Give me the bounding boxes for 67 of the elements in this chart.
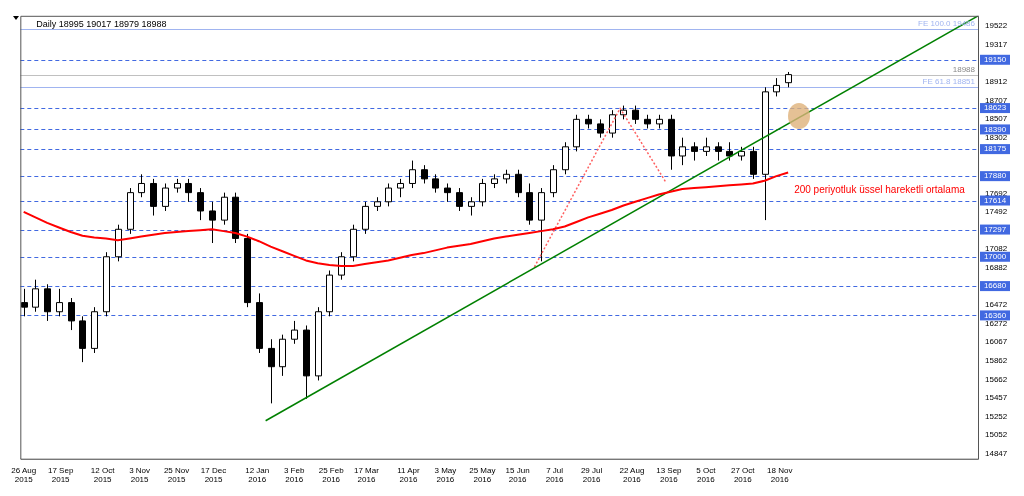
candlestick — [597, 118, 604, 139]
ref-line-label: 17614 — [983, 195, 1007, 205]
y-tick-label: 16882 — [985, 262, 1008, 272]
y-tick-label: 19522 — [985, 20, 1008, 30]
candlestick — [456, 187, 463, 212]
x-tick-label: 3 May 2016 — [434, 465, 457, 485]
x-tick-label: 26 Aug 2015 — [11, 465, 37, 485]
x-tick-label: 13 Sep 2016 — [656, 465, 683, 485]
ref-line-label: 19150 — [983, 54, 1007, 64]
x-tick-label: 25 Feb 2016 — [318, 465, 345, 485]
y-tick-label: 14847 — [985, 449, 1008, 459]
x-tick-label: 5 Oct 2016 — [696, 465, 717, 485]
candlestick — [703, 137, 710, 157]
ref-line-label: 18390 — [983, 124, 1007, 134]
x-tick-label: 29 Jul 2016 — [580, 465, 603, 485]
x-tick-label: 27 Oct 2016 — [730, 465, 756, 485]
x-tick-label: 3 Feb 2016 — [283, 465, 305, 485]
candlestick — [691, 141, 698, 162]
candlestick — [609, 109, 616, 139]
x-tick-label: 7 Jul 2016 — [545, 465, 565, 485]
y-tick-label: 17082 — [985, 244, 1008, 254]
y-tick-label: 16272 — [985, 318, 1008, 328]
y-tick-label: 15052 — [985, 430, 1008, 440]
candlestick — [32, 279, 39, 313]
ref-line-label: 18988 — [952, 64, 976, 74]
y-tick-label: 16067 — [985, 337, 1008, 347]
x-tick-label: 12 Oct 2015 — [90, 465, 116, 485]
ref-line-label: 17880 — [983, 171, 1007, 181]
y-tick-label: 17692 — [985, 188, 1008, 198]
x-tick-label: 3 Nov 2015 — [129, 465, 151, 485]
ref-line-label: 16680 — [983, 281, 1007, 291]
ref-line-label: 18175 — [983, 144, 1007, 154]
candlestick — [468, 196, 475, 217]
y-tick-label: 15457 — [985, 393, 1008, 403]
x-tick-label: 25 Nov 2015 — [163, 465, 190, 485]
ref-line-label: 18623 — [983, 103, 1007, 113]
x-tick-label: 15 Jun 2016 — [505, 465, 530, 485]
x-tick-label: 17 Mar 2016 — [353, 465, 380, 485]
y-tick-label: 18302 — [985, 132, 1008, 142]
candlestick — [338, 251, 345, 281]
chart-title: Daily 18995 19017 18979 18988 — [36, 18, 167, 29]
x-tick-label: 17 Sep 2015 — [47, 465, 74, 485]
y-tick-label: 19317 — [985, 39, 1008, 49]
y-tick-label: 15862 — [985, 356, 1008, 366]
x-tick-label: 17 Dec 2015 — [200, 465, 227, 485]
x-tick-label: 12 Jan 2016 — [245, 465, 270, 485]
x-tick-label: 18 Nov 2016 — [767, 465, 793, 485]
candlestick — [209, 201, 216, 244]
y-tick-label: 17492 — [985, 206, 1008, 216]
candlestick — [21, 288, 28, 317]
y-tick-label: 16472 — [985, 300, 1008, 310]
x-tick-label: 25 May 2016 — [469, 465, 496, 485]
series-label: 200 periyotluk üssel hareketli ortalama — [794, 184, 966, 196]
ref-line-label: 16360 — [983, 310, 1007, 320]
ref-line-label: 17000 — [983, 251, 1007, 261]
y-tick-label: 18912 — [985, 76, 1008, 86]
candlestick — [715, 141, 722, 162]
candlestick — [409, 160, 416, 189]
x-tick-label: 22 Aug 2016 — [619, 465, 645, 485]
y-tick-label: 15662 — [985, 374, 1008, 384]
ref-line-label: FE 61.8 18851 — [922, 77, 976, 87]
y-tick-label: 18707 — [985, 95, 1008, 105]
candlestick — [432, 173, 439, 194]
y-tick-label: 18507 — [985, 113, 1008, 123]
ref-line-label: 17297 — [983, 224, 1007, 234]
y-tick-label: 15252 — [985, 412, 1008, 422]
x-tick-label: 11 Apr 2016 — [397, 465, 421, 485]
